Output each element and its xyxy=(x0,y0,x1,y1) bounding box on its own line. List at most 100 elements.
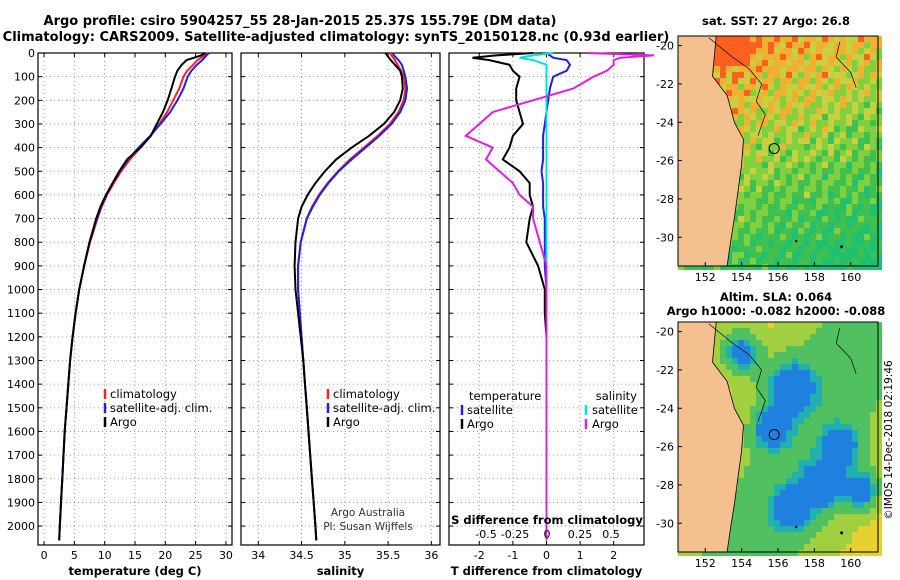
map-cell xyxy=(864,478,870,484)
map-cell xyxy=(810,418,816,424)
map-cell xyxy=(834,96,840,102)
map-cell xyxy=(750,496,756,502)
map-cell xyxy=(858,448,864,454)
map-cell xyxy=(852,198,858,204)
map-cell xyxy=(804,406,810,412)
map-cell xyxy=(816,394,822,400)
x-tick-label: 10 xyxy=(98,549,112,562)
map-cell xyxy=(798,252,804,258)
map-cell xyxy=(750,234,756,240)
map-cell xyxy=(750,448,756,454)
map-cell xyxy=(714,346,720,352)
map-cell xyxy=(774,264,780,270)
map-cell xyxy=(834,388,840,394)
map-cell xyxy=(804,526,810,532)
map-cell xyxy=(828,156,834,162)
map-cell xyxy=(858,358,864,364)
map-cell xyxy=(834,478,840,484)
map-cell xyxy=(732,246,738,252)
map-cell xyxy=(828,180,834,186)
map-cell xyxy=(846,54,852,60)
map-cell xyxy=(864,382,870,388)
map-cell xyxy=(858,222,864,228)
map-cell xyxy=(762,364,768,370)
map-cell xyxy=(816,90,822,96)
map-cell xyxy=(852,48,858,54)
map-cell xyxy=(768,198,774,204)
map-cell xyxy=(786,388,792,394)
map-cell xyxy=(792,352,798,358)
map-cell xyxy=(744,328,750,334)
map-cell xyxy=(858,328,864,334)
map-cell xyxy=(828,54,834,60)
map-cell xyxy=(750,484,756,490)
depth-tick-label: 1800 xyxy=(7,473,35,486)
reef-outline xyxy=(835,41,857,88)
map-cell xyxy=(840,186,846,192)
map-cell xyxy=(774,412,780,418)
map-cell xyxy=(852,328,858,334)
map-cell xyxy=(834,204,840,210)
map-cell xyxy=(828,502,834,508)
map-cell xyxy=(876,252,882,258)
map-cell xyxy=(786,412,792,418)
map-cell xyxy=(774,424,780,430)
map-cell xyxy=(768,162,774,168)
map-cell xyxy=(828,376,834,382)
map-cell xyxy=(768,138,774,144)
map-cell xyxy=(804,460,810,466)
map-cell xyxy=(852,454,858,460)
map-cell xyxy=(822,418,828,424)
map-cell xyxy=(732,322,738,328)
map-cell xyxy=(804,144,810,150)
map-cell xyxy=(762,508,768,514)
map-cell xyxy=(858,544,864,550)
map-cell xyxy=(750,382,756,388)
map-cell xyxy=(828,138,834,144)
map-cell xyxy=(786,370,792,376)
map-cell xyxy=(732,72,738,78)
map-cell xyxy=(756,138,762,144)
map-cell xyxy=(816,472,822,478)
map-cell xyxy=(810,132,816,138)
map-cell xyxy=(732,60,738,66)
map-cell xyxy=(852,204,858,210)
map-cell xyxy=(714,78,720,84)
map-cell xyxy=(804,508,810,514)
map-cell xyxy=(852,352,858,358)
map-cell xyxy=(774,322,780,328)
map-cell xyxy=(780,436,786,442)
map-cell xyxy=(738,388,744,394)
map-cell xyxy=(840,156,846,162)
map-cell xyxy=(786,102,792,108)
map-cell xyxy=(738,78,744,84)
map-cell xyxy=(870,258,876,264)
map-cell xyxy=(870,66,876,72)
map-cell xyxy=(852,54,858,60)
map-cell xyxy=(768,478,774,484)
map-cell xyxy=(828,544,834,550)
map-cell xyxy=(846,204,852,210)
map-cell xyxy=(834,412,840,418)
map-cell xyxy=(816,502,822,508)
map-cell xyxy=(870,252,876,258)
depth-tick-label: 1700 xyxy=(7,449,35,462)
map-cell xyxy=(840,424,846,430)
map-cell xyxy=(780,174,786,180)
map-cell xyxy=(852,412,858,418)
map-cell xyxy=(744,442,750,448)
map-cell xyxy=(786,550,792,556)
map-cell xyxy=(780,132,786,138)
map-cell xyxy=(876,376,882,382)
map-cell xyxy=(768,174,774,180)
map-cell xyxy=(840,174,846,180)
depth-tick-label: 300 xyxy=(14,118,35,131)
map-cell xyxy=(864,72,870,78)
map-cell xyxy=(870,90,876,96)
map-cell xyxy=(810,210,816,216)
map-cell xyxy=(768,514,774,520)
map-cell xyxy=(744,502,750,508)
map-cell xyxy=(720,72,726,78)
map-cell xyxy=(864,264,870,270)
map-cell xyxy=(804,328,810,334)
